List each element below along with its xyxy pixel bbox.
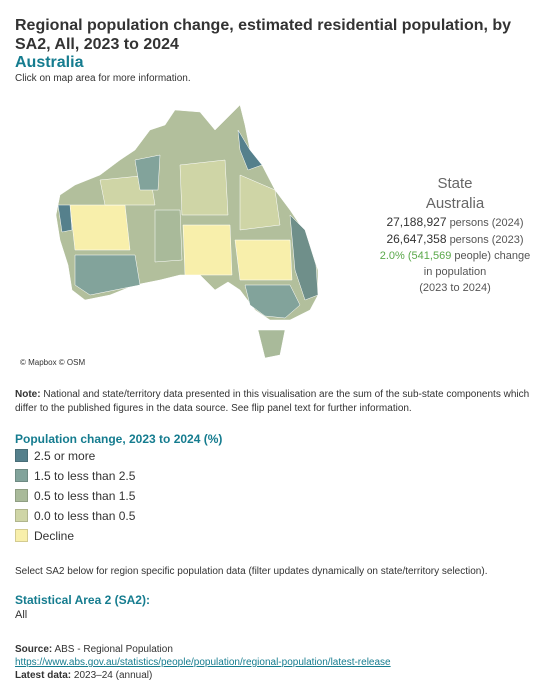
- info-name: Australia: [425, 195, 485, 212]
- legend-swatch: [15, 529, 28, 542]
- legend-item[interactable]: 2.5 or more: [15, 449, 95, 463]
- filter-label: Statistical Area 2 (SA2):: [15, 593, 150, 607]
- map-region[interactable]: [239, 174, 281, 231]
- source-link[interactable]: https://www.abs.gov.au/statistics/people…: [15, 657, 391, 668]
- map-region[interactable]: [234, 239, 293, 281]
- legend-label: 2.5 or more: [34, 449, 96, 463]
- map-tasmania[interactable]: [257, 329, 286, 359]
- source: Source: ABS - Regional Population: [15, 644, 173, 655]
- population-2024-unit: persons (2024): [449, 217, 524, 229]
- title: Regional population change, estimated re…: [15, 17, 512, 53]
- map-region[interactable]: [74, 254, 141, 296]
- map-region[interactable]: [182, 224, 233, 276]
- map-region[interactable]: [69, 204, 131, 251]
- legend-label: 0.0 to less than 0.5: [34, 509, 136, 523]
- info-line: in population: [423, 266, 487, 278]
- filter-value[interactable]: All: [15, 609, 28, 621]
- population-2023-unit: persons (2023): [449, 234, 524, 246]
- legend-swatch: [15, 449, 28, 462]
- source-label: Source:: [15, 644, 53, 655]
- legend-item[interactable]: 1.5 to less than 2.5: [15, 469, 135, 483]
- legend-label: 0.5 to less than 1.5: [34, 489, 136, 503]
- map-region[interactable]: [134, 154, 161, 191]
- legend-swatch: [15, 489, 28, 502]
- change-count: (541,569: [407, 250, 452, 262]
- legend-swatch: [15, 509, 28, 522]
- population-2024: 27,188,927: [386, 215, 447, 229]
- map-region[interactable]: [154, 209, 183, 263]
- select-text: Select SA2 below for region specific pop…: [15, 566, 488, 577]
- legend-swatch: [15, 469, 28, 482]
- legend-item[interactable]: 0.0 to less than 0.5: [15, 509, 135, 523]
- map-region[interactable]: [179, 159, 229, 216]
- legend-label: 1.5 to less than 2.5: [34, 469, 136, 483]
- change-suffix: people) change: [454, 250, 531, 262]
- population-2023: 26,647,358: [386, 232, 447, 246]
- info-line: (2023 to 2024): [419, 282, 491, 294]
- instruction: Click on map area for more information.: [15, 73, 191, 84]
- map-region[interactable]: [237, 129, 263, 171]
- note-label: Note:: [15, 389, 41, 400]
- legend-item[interactable]: 0.5 to less than 1.5: [15, 489, 135, 503]
- note: Note: National and state/territory data …: [15, 388, 550, 416]
- map-region[interactable]: [57, 204, 73, 233]
- map-region[interactable]: [289, 214, 319, 301]
- legend-label: Decline: [34, 529, 75, 543]
- latest-label: Latest data:: [15, 670, 72, 681]
- latest: Latest data: 2023–24 (annual): [15, 670, 152, 681]
- region-name: Australia: [15, 54, 84, 71]
- change-percent: 2.0%: [379, 250, 405, 262]
- legend-title: Population change, 2023 to 2024 (%): [15, 432, 223, 446]
- legend-item[interactable]: Decline: [15, 529, 74, 543]
- latest-value: 2023–24 (annual): [73, 670, 153, 681]
- note-text: National and state/territory data presen…: [15, 389, 530, 414]
- source-text: ABS - Regional Population: [54, 644, 173, 655]
- map-region[interactable]: [244, 284, 301, 319]
- map-attribution: © Mapbox © OSM: [20, 358, 85, 367]
- map: © Mapbox © OSM: [20, 104, 319, 367]
- info-panel: State Australia 27,188,927 persons (2024…: [370, 174, 540, 296]
- info-level: State: [437, 175, 473, 192]
